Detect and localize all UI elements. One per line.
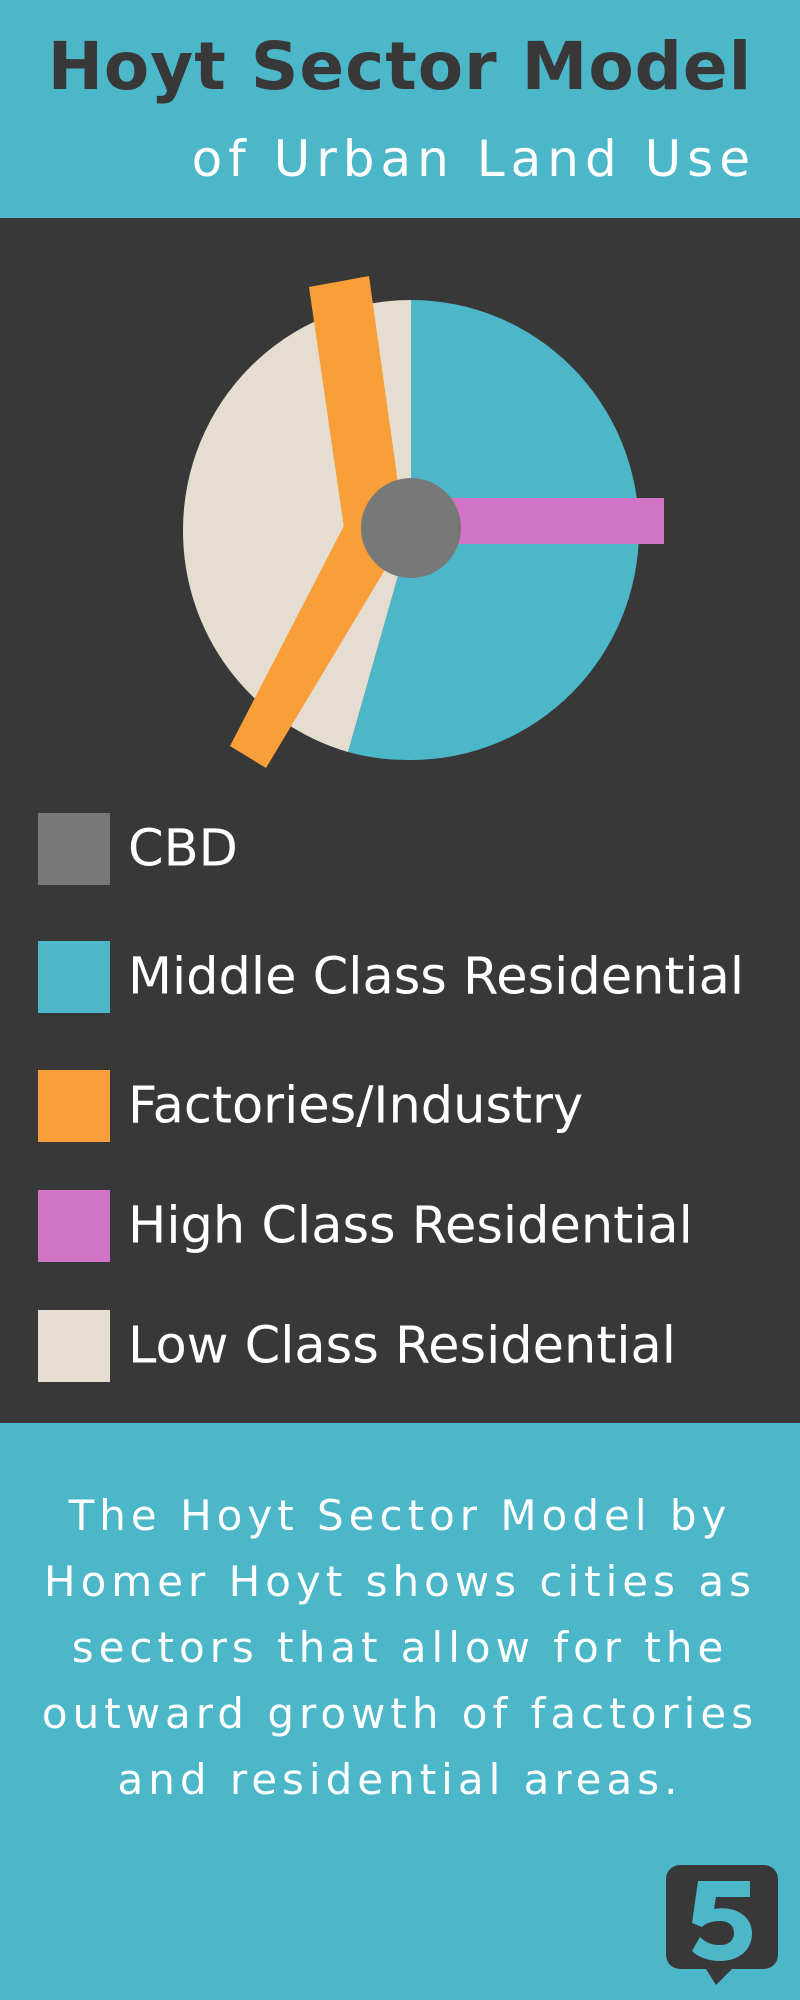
legend-item-middle-class: Middle Class Residential [38,941,798,1013]
legend-item-cbd: CBD [38,813,798,885]
legend-swatch-low-class [38,1310,110,1382]
factories-industry-sector [230,514,398,768]
hoyt-sector-diagram [182,276,664,768]
legend-label-middle-class: Middle Class Residential [128,947,744,1007]
legend-item-low-class: Low Class Residential [38,1310,798,1382]
speech-bubble-five-logo-icon [666,1865,778,1985]
legend-swatch-high-class [38,1190,110,1262]
header: Hoyt Sector Model of Urban Land Use [0,0,800,218]
description-text: The Hoyt Sector Model by Homer Hoyt show… [41,1491,759,1804]
diagram-panel: CBD Middle Class Residential Factories/I… [0,218,800,1423]
legend-swatch-middle-class [38,941,110,1013]
high-class-residential-sector [430,498,664,544]
footer: The Hoyt Sector Model by Homer Hoyt show… [0,1423,800,2000]
legend-label-factories: Factories/Industry [128,1076,584,1136]
page-subtitle: of Urban Land Use [191,130,756,188]
factories-industry-sector [309,276,406,542]
legend-label-high-class: High Class Residential [128,1196,693,1256]
legend-swatch-factories [38,1070,110,1142]
page-title: Hoyt Sector Model [47,28,753,105]
legend-label-cbd: CBD [128,819,238,879]
legend-item-high-class: High Class Residential [38,1190,798,1262]
legend-label-low-class: Low Class Residential [128,1316,676,1376]
cbd-circle [361,478,461,578]
legend-item-factories: Factories/Industry [38,1070,798,1142]
legend-swatch-cbd [38,813,110,885]
